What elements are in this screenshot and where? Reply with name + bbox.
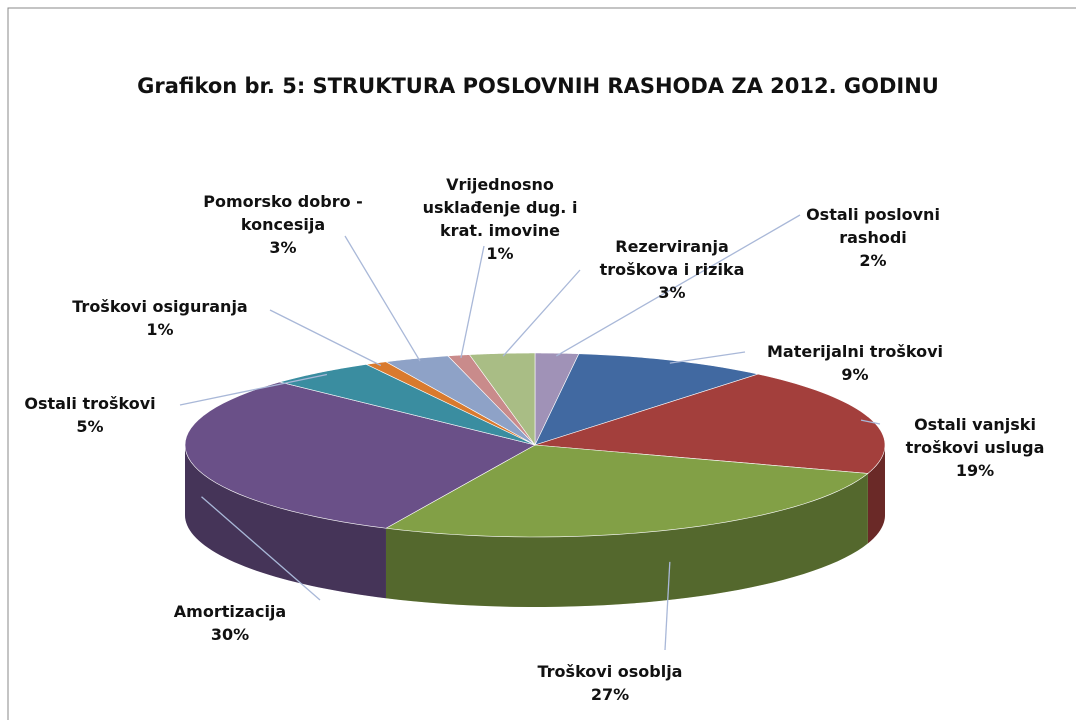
pie-slice xyxy=(278,364,536,446)
leader-line xyxy=(555,214,801,357)
frame xyxy=(7,7,1076,720)
slice-label: Troškovi osoblja 27% xyxy=(510,660,710,706)
slice-value: 2% xyxy=(859,251,887,270)
pie-slice-side xyxy=(185,445,386,599)
slice-label: Ostali poslovni rashodi 2% xyxy=(798,203,948,272)
slice-name: Troškovi osiguranja xyxy=(72,297,248,316)
slice-name: Materijalni troškovi xyxy=(767,342,943,361)
pie-slice xyxy=(385,355,536,446)
slice-label: Pomorsko dobro - koncesija 3% xyxy=(193,190,373,259)
pie-slice xyxy=(447,354,536,446)
pie-slice-side xyxy=(385,473,868,607)
slice-name: Troškovi osoblja xyxy=(537,662,683,681)
slice-name: Pomorsko dobro - koncesija xyxy=(203,192,363,234)
slice-side-shade xyxy=(185,445,386,599)
leader-line xyxy=(664,561,671,651)
slice-value: 19% xyxy=(955,461,995,480)
slice-label: Materijalni troškovi 9% xyxy=(745,340,965,386)
slice-name: Vrijednosno usklađenje dug. i krat. imov… xyxy=(422,175,578,240)
slice-name: Ostali poslovni rashodi xyxy=(806,205,940,247)
slice-value: 3% xyxy=(658,283,686,302)
slice-value: 1% xyxy=(486,244,514,263)
pie-slice xyxy=(184,381,536,529)
slice-name: Rezerviranja troškova i rizika xyxy=(599,237,745,279)
slice-label: Vrijednosno usklađenje dug. i krat. imov… xyxy=(405,173,595,265)
pie-slice xyxy=(385,444,869,538)
slice-label: Rezerviranja troškova i rizika 3% xyxy=(582,235,762,304)
pie-slice xyxy=(468,352,536,446)
slice-value: 3% xyxy=(269,238,297,257)
slice-name: Ostali troškovi xyxy=(24,394,156,413)
slice-value: 27% xyxy=(590,685,630,704)
leader-line xyxy=(344,235,421,362)
pie-slice xyxy=(534,373,886,474)
slice-side-shade xyxy=(385,473,868,607)
pie-slice xyxy=(534,353,760,446)
leader-line xyxy=(269,309,382,367)
slice-value: 5% xyxy=(76,417,104,436)
slice-label: Troškovi osiguranja 1% xyxy=(40,295,280,341)
slice-value: 9% xyxy=(841,365,869,384)
slice-side-shade xyxy=(867,445,885,544)
slice-value: 1% xyxy=(146,320,174,339)
slice-name: Ostali vanjski troškovi usluga xyxy=(905,415,1045,457)
leader-line xyxy=(669,351,746,364)
slice-label: Ostali vanjski troškovi usluga 19% xyxy=(895,413,1055,482)
leader-line xyxy=(502,269,581,357)
leader-line xyxy=(460,245,485,359)
slice-label: Amortizacija 30% xyxy=(150,600,310,646)
slice-value: 30% xyxy=(210,625,250,644)
slice-label: Ostali troškovi 5% xyxy=(5,392,175,438)
leader-line xyxy=(860,419,881,425)
leader-line xyxy=(179,373,328,406)
leader-line xyxy=(201,496,321,601)
chart-title: Grafikon br. 5: STRUKTURA POSLOVNIH RASH… xyxy=(137,74,939,98)
slice-name: Amortizacija xyxy=(173,602,287,621)
pie-slice-side xyxy=(867,445,885,544)
